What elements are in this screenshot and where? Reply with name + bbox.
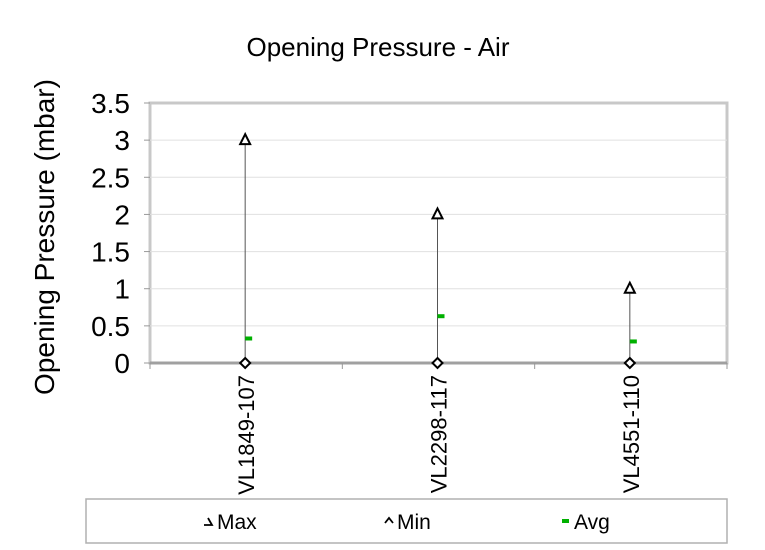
legend-label-avg: Avg	[574, 511, 610, 534]
avg-point	[437, 314, 445, 319]
y-tick-label: 0	[114, 348, 130, 379]
y-tick-label: 1	[114, 274, 130, 305]
y-tick-label: 3.5	[91, 88, 130, 119]
x-tick-label: VL2298-117	[427, 375, 452, 493]
y-axis-label: Opening Pressure (mbar)	[29, 79, 60, 395]
y-tick-label: 2.5	[91, 162, 130, 193]
max-point	[238, 131, 252, 146]
avg-point	[245, 336, 253, 341]
min-point	[431, 356, 444, 370]
chart-title: Opening Pressure - Air	[246, 32, 509, 62]
legend-max-marker	[204, 517, 214, 526]
legend-min-marker	[384, 516, 394, 524]
min-point	[238, 356, 252, 370]
max-point	[430, 206, 445, 220]
y-tick-label: 1.5	[91, 237, 130, 268]
y-tick-label: 3	[114, 125, 130, 156]
x-tick-label: VL4551-110	[619, 375, 644, 493]
legend-avg-marker	[562, 519, 569, 523]
y-tick-label: 0.5	[91, 311, 130, 342]
legend-label-max: Max	[217, 511, 257, 534]
y-tick-label: 2	[114, 199, 130, 230]
plot-area	[148, 101, 729, 365]
legend-label-min: Min	[397, 511, 431, 534]
min-point	[623, 356, 637, 370]
legend-box	[85, 498, 728, 544]
avg-point	[629, 339, 637, 344]
max-point	[623, 280, 637, 294]
x-tick-label: VL1849-107	[234, 375, 259, 495]
